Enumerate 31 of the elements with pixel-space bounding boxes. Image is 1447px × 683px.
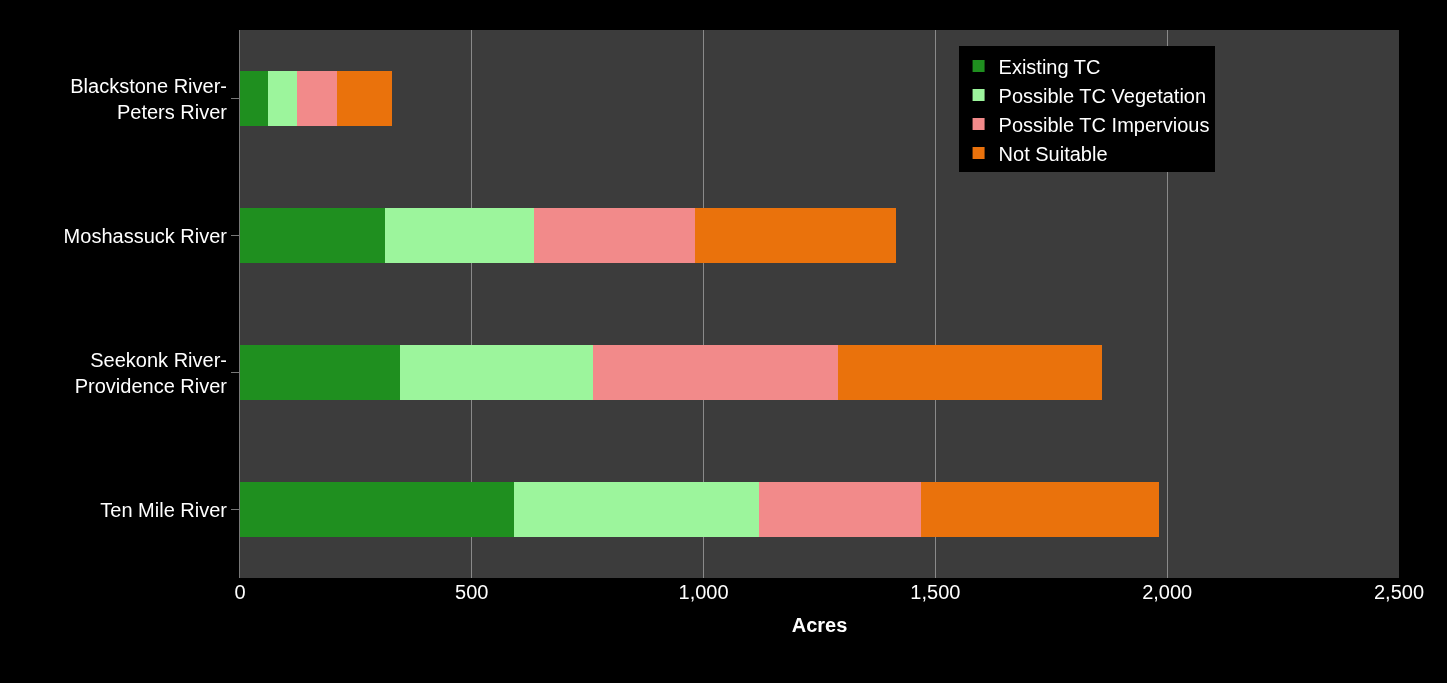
bar (240, 208, 385, 263)
bar (838, 345, 1103, 400)
y-tick-label: Blackstone River-Peters River (70, 74, 228, 123)
legend-label: Not Suitable (998, 142, 1108, 165)
bar (513, 482, 759, 537)
y-tick-label: Seekonk River-Providence River (74, 348, 228, 397)
x-tick-label: 2,500 (1373, 581, 1425, 603)
bar (758, 482, 921, 537)
x-tick-label: 1,000 (678, 581, 729, 603)
legend-label: Existing TC (998, 55, 1101, 78)
bar (384, 208, 535, 263)
x-axis-title: Acres (791, 613, 848, 636)
bar (336, 71, 393, 126)
bar (240, 345, 400, 400)
y-tick-label: Moshassuck River (63, 224, 228, 247)
bar (240, 482, 514, 537)
bar (268, 71, 297, 126)
legend-label: Possible TC Impervious (998, 113, 1210, 136)
bar (695, 208, 897, 263)
y-tick-label: Ten Mile River (100, 498, 228, 521)
x-tick-label: 500 (455, 581, 489, 603)
bar (240, 71, 269, 126)
bar (399, 345, 593, 400)
bar (296, 71, 337, 126)
x-tick-label: 0 (234, 581, 246, 603)
x-tick-label: 2,000 (1142, 581, 1193, 603)
bar (592, 345, 839, 400)
bar (920, 482, 1159, 537)
legend-label: Possible TC Vegetation (998, 84, 1207, 107)
bar (534, 208, 696, 263)
x-tick-label: 1,500 (910, 581, 961, 603)
